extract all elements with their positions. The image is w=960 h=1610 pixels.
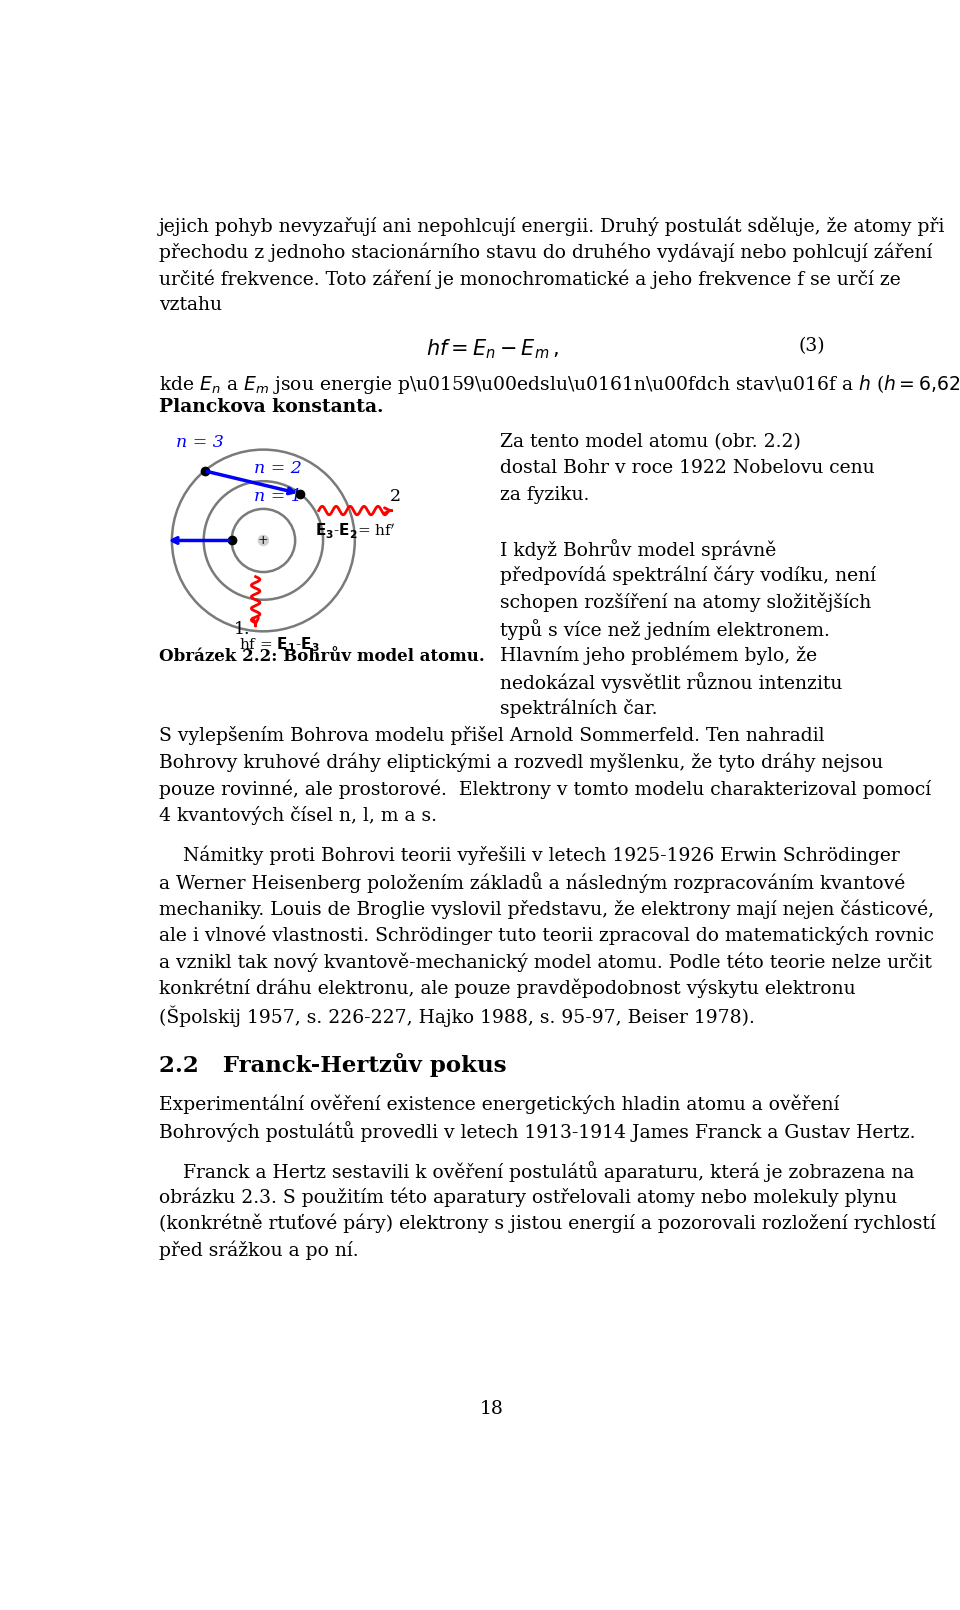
Text: 4 kvantových čísel n, l, m a s.: 4 kvantových čísel n, l, m a s. xyxy=(158,807,437,824)
Text: I když Bohrův model správně: I když Bohrův model správně xyxy=(500,539,776,560)
Text: n = 1: n = 1 xyxy=(254,488,301,506)
Text: Bohrovy kruhové dráhy eliptickými a rozvedl myšlenku, že tyto dráhy nejsou: Bohrovy kruhové dráhy eliptickými a rozv… xyxy=(158,753,883,773)
Text: vztahu: vztahu xyxy=(158,296,222,314)
Text: $hf = E_n - E_m\,,$: $hf = E_n - E_m\,,$ xyxy=(425,336,559,361)
Text: pouze rovinné, ale prostorové.  Elektrony v tomto modelu charakterizoval pomocí: pouze rovinné, ale prostorové. Elektrony… xyxy=(158,779,931,799)
Text: 2: 2 xyxy=(390,488,401,506)
Text: 1.: 1. xyxy=(234,621,251,638)
Text: hf = $\mathbf{E_1}$-$\mathbf{E_3}$: hf = $\mathbf{E_1}$-$\mathbf{E_3}$ xyxy=(239,636,319,654)
Text: Za tento model atomu (obr. 2.2): Za tento model atomu (obr. 2.2) xyxy=(500,433,801,451)
Text: Experimentální ověření existence energetických hladin atomu a ověření: Experimentální ověření existence energet… xyxy=(158,1095,839,1114)
Text: mechaniky. Louis de Broglie vyslovil představu, že elektrony mají nejen částicov: mechaniky. Louis de Broglie vyslovil pře… xyxy=(158,898,934,919)
Text: a vznikl tak nový kvantově-mechanický model atomu. Podle této teorie nelze určit: a vznikl tak nový kvantově-mechanický mo… xyxy=(158,952,931,972)
Text: Námitky proti Bohrovi teorii vyřešili v letech 1925-1926 Erwin Schrödinger: Námitky proti Bohrovi teorii vyřešili v … xyxy=(158,845,900,866)
Text: Hlavním jeho problémem bylo, že: Hlavním jeho problémem bylo, že xyxy=(500,646,817,665)
Text: a Werner Heisenberg položením základů a následným rozpracováním kvantové: a Werner Heisenberg položením základů a … xyxy=(158,873,905,894)
Text: nedokázal vysvětlit různou intenzitu: nedokázal vysvětlit různou intenzitu xyxy=(500,671,842,692)
Text: před srážkou a po ní.: před srážkou a po ní. xyxy=(158,1240,358,1261)
Text: spektrálních čar.: spektrálních čar. xyxy=(500,699,658,718)
Text: konkrétní dráhu elektronu, ale pouze pravděpodobnost výskytu elektronu: konkrétní dráhu elektronu, ale pouze pra… xyxy=(158,979,855,998)
Text: +: + xyxy=(258,535,269,547)
Text: Bohrových postulátů provedli v letech 1913-1914 James Franck a Gustav Hertz.: Bohrových postulátů provedli v letech 19… xyxy=(158,1121,915,1141)
Text: 18: 18 xyxy=(480,1399,504,1417)
Text: n = 3: n = 3 xyxy=(176,435,224,451)
Text: za fyziku.: za fyziku. xyxy=(500,486,589,504)
Text: (3): (3) xyxy=(799,336,826,356)
Text: Planckova konstanta.: Planckova konstanta. xyxy=(158,398,383,417)
Text: typů s více než jedním elektronem.: typů s více než jedním elektronem. xyxy=(500,618,829,639)
Text: n = 2: n = 2 xyxy=(254,460,301,477)
Text: Franck a Hertz sestavili k ověření postulátů aparaturu, která je zobrazena na: Franck a Hertz sestavili k ověření postu… xyxy=(158,1161,914,1182)
Text: $\mathbf{E_3}$-$\mathbf{E_2}$= hf$\mathbf{{}^{\prime}}$: $\mathbf{E_3}$-$\mathbf{E_2}$= hf$\mathb… xyxy=(315,522,395,541)
Text: určité frekvence. Toto záření je monochromatické a jeho frekvence f se určí ze: určité frekvence. Toto záření je monochr… xyxy=(158,269,900,288)
Text: předpovídá spektrální čáry vodíku, není: předpovídá spektrální čáry vodíku, není xyxy=(500,565,876,584)
Text: Obrázek 2.2: Bohrův model atomu.: Obrázek 2.2: Bohrův model atomu. xyxy=(158,649,485,665)
Text: dostal Bohr v roce 1922 Nobelovu cenu: dostal Bohr v roce 1922 Nobelovu cenu xyxy=(500,459,875,477)
Text: (Špolskij 1957, s. 226-227, Hajko 1988, s. 95-97, Beiser 1978).: (Špolskij 1957, s. 226-227, Hajko 1988, … xyxy=(158,1005,755,1027)
Text: 2.2   Franck-Hertzův pokus: 2.2 Franck-Hertzův pokus xyxy=(158,1053,506,1077)
Text: kde $E_n$ a $E_m$ jsou energie p\u0159\u00edslu\u0161n\u00fdch stav\u016f a $h$ : kde $E_n$ a $E_m$ jsou energie p\u0159\u… xyxy=(158,372,960,398)
Text: obrázku 2.3. S použitím této aparatury ostřelovali atomy nebo molekuly plynu: obrázku 2.3. S použitím této aparatury o… xyxy=(158,1187,897,1208)
Text: ale i vlnové vlastnosti. Schrödinger tuto teorii zpracoval do matematických rovn: ale i vlnové vlastnosti. Schrödinger tut… xyxy=(158,926,934,945)
Text: schopen rozšíření na atomy složitějších: schopen rozšíření na atomy složitějších xyxy=(500,592,871,612)
Text: S vylepšením Bohrova modelu přišel Arnold Sommerfeld. Ten nahradil: S vylepšením Bohrova modelu přišel Arnol… xyxy=(158,726,825,745)
Text: (konkrétně rtuťové páry) elektrony s jistou energií a pozorovali rozložení rychl: (konkrétně rtuťové páry) elektrony s jis… xyxy=(158,1214,935,1233)
Text: jejich pohyb nevyzařují ani nepohlcují energii. Druhý postulát sděluje, že atomy: jejich pohyb nevyzařují ani nepohlcují e… xyxy=(158,216,946,235)
Text: přechodu z jednoho stacionárního stavu do druhého vydávají nebo pohlcují záření: přechodu z jednoho stacionárního stavu d… xyxy=(158,243,932,262)
Circle shape xyxy=(258,536,269,546)
